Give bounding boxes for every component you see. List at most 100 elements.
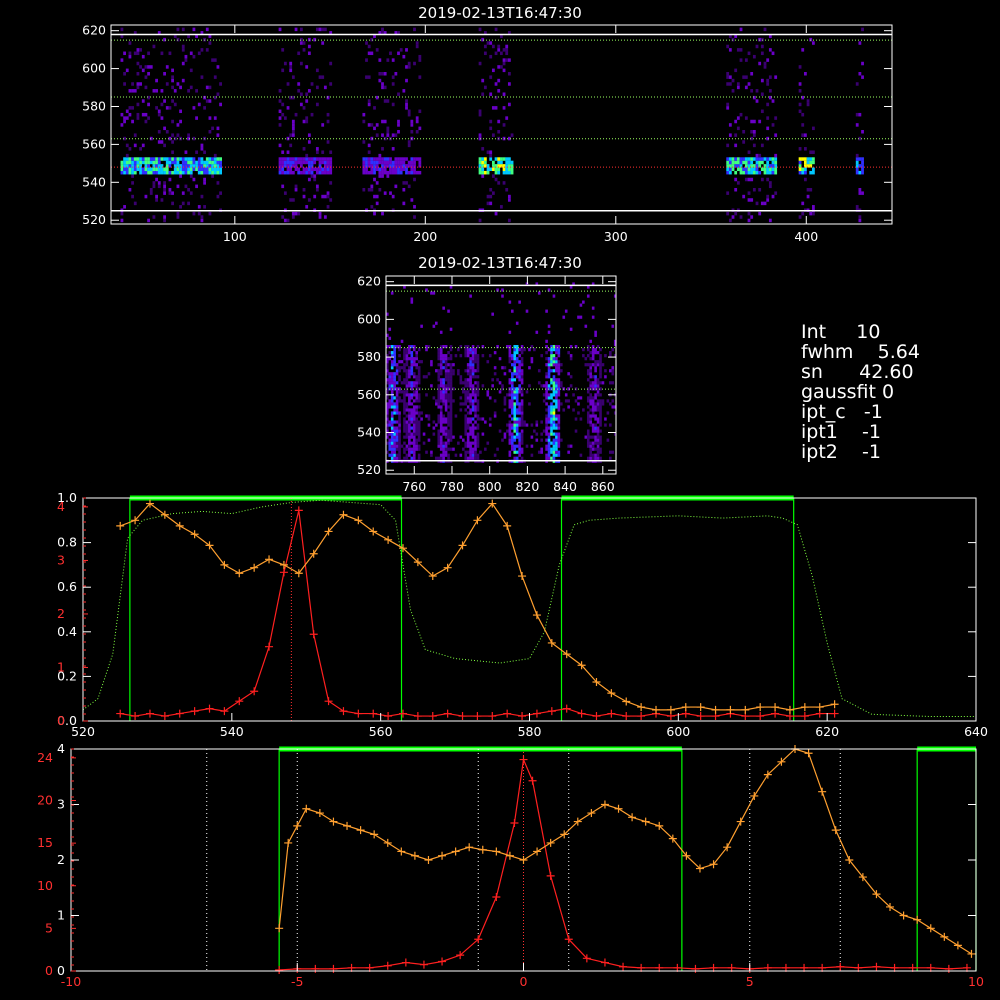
spectrogram-pixel: [545, 363, 548, 367]
spectrogram-pixel: [299, 41, 303, 45]
spectrogram-pixel: [550, 423, 553, 427]
spectrogram-pixel: [768, 48, 772, 52]
spectrogram-pixel: [432, 420, 436, 424]
spectrogram-pixel: [520, 420, 524, 424]
spectrogram-pixel: [425, 288, 428, 292]
fit-info-line: gaussfit 0: [801, 381, 895, 403]
spectrogram-pixel: [547, 357, 551, 361]
spectrogram-pixel: [474, 405, 477, 409]
spectrogram-pixel: [513, 417, 517, 421]
spectrogram-pixel: [486, 167, 490, 172]
spectrogram-pixel: [405, 414, 409, 418]
spectrogram-pixel: [739, 112, 743, 117]
spectrogram-pixel: [286, 218, 290, 223]
spectrogram-pixel: [771, 51, 775, 56]
spectrogram-pixel: [386, 429, 389, 433]
spectrogram-pixel: [557, 360, 561, 364]
spectrogram-pixel: [510, 372, 514, 376]
spectrogram-pixel: [213, 167, 217, 172]
data-point: [831, 826, 840, 835]
spectrogram-pixel: [768, 218, 772, 223]
spectrogram-pixel: [203, 95, 206, 100]
spectrogram-pixel: [395, 444, 399, 448]
data-point: [294, 506, 303, 515]
spectrogram-pixel: [163, 99, 166, 103]
spectrogram-pixel: [599, 360, 602, 364]
spectrogram-pixel: [397, 157, 400, 161]
spectrogram-pixel: [402, 89, 406, 93]
data-point: [913, 915, 922, 924]
spectrogram-pixel: [547, 441, 551, 445]
spectrogram-pixel: [476, 366, 480, 370]
spectrogram-pixel: [758, 157, 762, 161]
spectrogram-pixel: [449, 372, 453, 376]
spectrogram-pixel: [395, 393, 399, 397]
spectrogram-pixel: [390, 444, 394, 448]
spectrogram-pixel: [189, 174, 193, 178]
spectrogram-pixel: [798, 157, 802, 161]
spectrogram-pixel: [579, 396, 583, 400]
spectrogram-pixel: [412, 405, 416, 409]
spectrogram-pixel: [370, 37, 374, 42]
spectrogram-pixel: [755, 167, 759, 172]
data-point: [265, 642, 274, 651]
spectrogram-pixel: [291, 198, 295, 202]
spectrogram-pixel: [518, 438, 521, 442]
spectrogram-pixel: [381, 27, 384, 32]
spectrogram-pixel: [390, 372, 394, 376]
spectrogram-pixel: [734, 211, 738, 216]
spectrogram-pixel: [555, 348, 558, 352]
spectrogram-pixel: [609, 381, 612, 385]
spectrogram-pixel: [123, 72, 126, 76]
spectrogram-pixel: [394, 157, 398, 161]
spectrogram-pixel: [367, 187, 371, 192]
data-point: [383, 961, 392, 970]
spectrogram-pixel: [806, 157, 810, 161]
spectrogram-pixel: [383, 99, 387, 103]
spectrogram-pixel: [310, 82, 314, 86]
spectrogram-pixel: [435, 423, 438, 427]
spectrogram-pixel: [318, 215, 322, 219]
spectrogram-pixel: [596, 363, 600, 367]
spectrogram-pixel: [518, 402, 521, 406]
spectrogram-pixel: [412, 438, 416, 442]
spectrogram-pixel: [398, 426, 401, 430]
spectrogram-pixel: [375, 48, 379, 52]
spectrogram-pixel: [768, 167, 772, 172]
spectrogram-pixel: [742, 167, 746, 172]
spectrogram-pixel: [547, 396, 551, 400]
spectrogram-pixel: [611, 450, 615, 454]
spectrogram-pixel: [211, 174, 214, 178]
spectrogram-pixel: [589, 423, 593, 427]
spectrogram-pixel: [586, 414, 590, 418]
spectrogram-pixel: [192, 27, 196, 32]
spectrogram-pixel: [542, 429, 546, 433]
spectrogram-pixel: [731, 157, 735, 161]
spectrogram-pixel: [313, 174, 317, 178]
spectrogram-pixel: [515, 360, 519, 364]
spectrogram-pixel: [281, 68, 285, 73]
data-point: [492, 893, 501, 901]
spectrogram-pixel: [427, 345, 431, 349]
spectrogram-pixel: [405, 357, 409, 361]
spectrogram-pixel: [219, 170, 222, 175]
spectrogram-pixel: [136, 51, 140, 56]
spectrogram-pixel: [444, 402, 448, 406]
data-point: [830, 709, 839, 718]
spectrogram-pixel: [474, 426, 477, 430]
spectrogram-pixel: [432, 426, 436, 430]
spectrogram-pixel: [157, 112, 161, 117]
spectrogram-pixel: [437, 378, 441, 382]
spectrogram-pixel: [774, 160, 778, 165]
spectrogram-pixel: [393, 435, 396, 439]
spectrogram-pixel: [389, 170, 392, 175]
spectrogram-pixel: [471, 417, 475, 421]
spectrogram-pixel: [321, 75, 325, 79]
spectrogram-pixel: [375, 133, 379, 137]
spectrogram-pixel: [498, 429, 502, 433]
spectrogram-pixel: [471, 393, 475, 397]
spectrogram-pixel: [395, 429, 399, 433]
spectrogram-pixel: [165, 164, 169, 168]
spectrogram-pixel: [402, 164, 406, 168]
spectrogram-pixel: [582, 300, 585, 304]
